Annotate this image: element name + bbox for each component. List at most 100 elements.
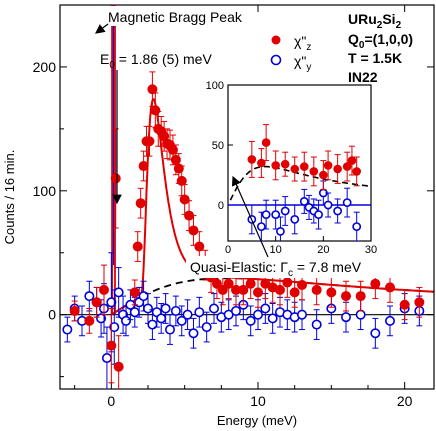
y-axis-label: Counts / 16 min.: [2, 150, 17, 245]
data-point-chi-z: [217, 284, 228, 295]
data-point-chi-z: [91, 297, 102, 308]
data-point-chi-z: [309, 167, 319, 176]
data-point-chi-y: [143, 303, 154, 314]
data-point-chi-y: [165, 324, 176, 335]
data-point-chi-z: [245, 278, 256, 289]
data-point-chi-z: [144, 136, 155, 147]
inset-x-tick-label: 30: [365, 244, 377, 256]
data-point-chi-y: [188, 328, 199, 339]
instrument-label: IN22: [348, 69, 378, 85]
data-point-chi-y: [299, 196, 309, 206]
data-point-chi-z: [323, 161, 333, 170]
data-point-chi-y: [182, 309, 193, 320]
data-point-chi-z: [342, 162, 352, 171]
plot-frame: [59, 4, 435, 390]
bragg-label: Magnetic Bragg Peak: [108, 9, 243, 25]
data-point-chi-y: [384, 315, 395, 326]
data-point-chi-z: [247, 155, 257, 164]
y-tick-label: 0: [48, 307, 56, 323]
data-point-chi-y: [84, 291, 95, 302]
x-tick-label: 10: [250, 393, 266, 409]
data-point-chi-y: [276, 226, 285, 236]
data-point-chi-y: [101, 353, 112, 364]
data-point-chi-z: [132, 241, 143, 252]
data-point-chi-y: [260, 303, 271, 314]
legend-label-chi-y: χ"y: [294, 53, 311, 73]
data-point-chi-z: [289, 287, 300, 298]
data-point-chi-y: [62, 324, 73, 335]
data-point-chi-y: [176, 315, 187, 326]
data-point-chi-y: [121, 315, 132, 326]
x-axis-label: Energy (meV): [217, 413, 297, 428]
data-point-chi-y: [340, 312, 351, 323]
data-point-chi-z: [370, 278, 381, 289]
data-point-chi-y: [245, 315, 256, 326]
data-point-chi-y: [342, 198, 352, 207]
data-point-chi-y: [253, 309, 264, 320]
data-point-chi-z: [170, 154, 181, 165]
data-point-chi-y: [129, 307, 140, 318]
data-point-chi-y: [271, 210, 281, 219]
data-point-chi-y: [113, 287, 124, 298]
data-point-chi-y: [109, 322, 120, 333]
data-point-chi-y: [352, 222, 362, 231]
data-point-chi-y: [170, 305, 181, 316]
data-point-chi-z: [319, 170, 328, 180]
data-point-chi-z: [282, 277, 293, 288]
data-point-chi-y: [209, 303, 220, 314]
data-point-chi-y: [280, 206, 290, 216]
data-point-chi-z: [352, 167, 362, 176]
data-point-chi-z: [99, 284, 109, 295]
plot-area: [60, 5, 434, 389]
data-point-chi-z: [106, 340, 117, 351]
e0-label: E0 = 1.86 (5) meV: [100, 51, 212, 71]
data-point-chi-z: [211, 278, 222, 289]
data-point-chi-z: [326, 287, 337, 298]
data-point-chi-z: [399, 299, 410, 310]
inset-plot: 0 10 20 30 0 50 100: [206, 80, 377, 256]
inset-x-tick-label: 0: [225, 244, 231, 256]
data-point-chi-z: [223, 278, 234, 289]
data-point-chi-z: [414, 297, 425, 308]
data-point-chi-y: [156, 313, 167, 324]
data-point-chi-z: [347, 156, 357, 165]
data-point-chi-z: [113, 361, 124, 372]
bragg-label-bg: [104, 6, 254, 26]
data-point-chi-z: [129, 287, 140, 298]
data-point-chi-z: [261, 138, 271, 147]
data-point-chi-z: [341, 291, 351, 302]
y-tick-label: 100: [33, 183, 57, 199]
data-point-chi-y: [231, 305, 242, 316]
data-point-chi-y: [261, 210, 271, 219]
data-point-chi-z: [150, 105, 161, 116]
data-point-chi-y: [370, 328, 381, 339]
data-point-chi-y: [311, 319, 322, 330]
data-point-chi-z: [311, 284, 322, 295]
inset-y-tick-label: 0: [218, 200, 224, 212]
data-point-chi-y: [296, 309, 307, 320]
data-point-chi-z: [179, 194, 190, 205]
legend-label-chi-z: χ"z: [294, 33, 311, 53]
inset-y-tick-label: 100: [206, 80, 224, 92]
data-point-chi-y: [194, 307, 205, 318]
quasi-arrow: [231, 175, 269, 258]
data-point-chi-z: [355, 291, 366, 302]
data-point-chi-z: [280, 159, 290, 169]
quasi-elastic-label: Quasi-Elastic: Γc = 7.8 meV: [190, 259, 362, 279]
data-point-chi-z: [188, 225, 199, 236]
overlay: Magnetic Bragg Peak E0 = 1.86 (5) meV Quas…: [95, 6, 413, 279]
inset-area: [228, 124, 371, 241]
data-point-chi-z: [84, 315, 95, 326]
data-point-chi-z: [385, 282, 395, 293]
data-point-chi-z: [110, 173, 121, 184]
legend-marker-chi-y: [270, 54, 282, 66]
data-point-chi-y: [106, 297, 117, 308]
data-point-chi-z: [69, 305, 80, 316]
inset-x-tick-label: 20: [317, 244, 329, 256]
sample-label: URu2Si2: [348, 11, 402, 31]
data-point-chi-y: [355, 309, 366, 320]
data-point-chi-y: [314, 210, 323, 219]
x-tick-label: 20: [397, 393, 413, 409]
quasi-label-bg: [186, 256, 396, 278]
